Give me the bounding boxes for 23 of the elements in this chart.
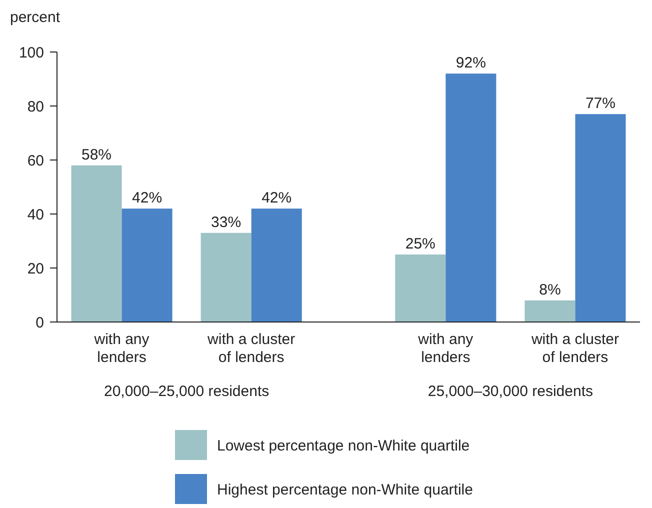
x-tick-label: with a cluster of lenders	[206, 331, 296, 366]
y-tick-label: 40	[27, 206, 44, 224]
y-axis-title: percent	[10, 9, 61, 26]
y-tick-label: 20	[27, 260, 44, 278]
data-label: 33%	[211, 214, 242, 231]
data-label: 25%	[405, 236, 436, 252]
data-label: 77%	[585, 95, 616, 112]
legend-label: Lowest percentage non-White quartile	[217, 437, 470, 454]
data-label: 42%	[262, 190, 292, 207]
x-tick-label: with any lenders	[417, 331, 474, 366]
data-label: 8%	[539, 281, 561, 298]
legend-label: Highest percentage non-White quartile	[217, 481, 473, 498]
data-label: 92%	[456, 54, 486, 72]
y-tick-label: 0	[36, 314, 44, 332]
x-tick-label: with a cluster of lenders	[530, 331, 619, 366]
y-tick-label: 60	[27, 152, 44, 170]
text: 25,000–30,000 residents	[428, 383, 594, 400]
y-tick-label: 100	[18, 44, 44, 62]
y-tick-label: 80	[27, 98, 44, 116]
x-tick-label: with any lenders	[93, 331, 150, 366]
data-label: 58%	[82, 146, 112, 164]
data-label: 42%	[132, 190, 162, 207]
text: 20,000–25,000 residents	[104, 383, 270, 400]
